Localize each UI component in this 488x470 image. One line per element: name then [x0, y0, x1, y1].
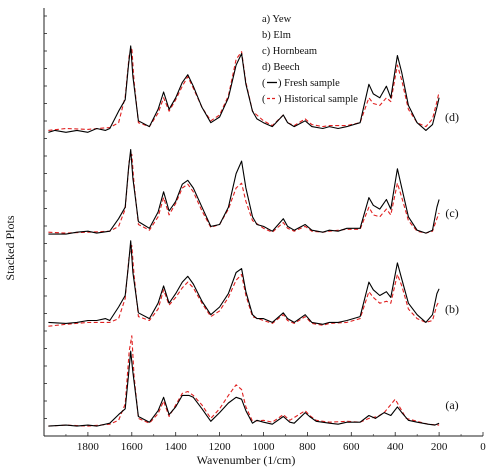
historical-line-elm — [48, 245, 440, 327]
x-tick-label: 200 — [431, 441, 448, 453]
panel-label-yew: (a) — [445, 398, 458, 412]
x-tick-label: 1800 — [77, 441, 100, 453]
x-tick-label: 1400 — [165, 441, 188, 453]
x-tick-label: 1000 — [253, 441, 276, 453]
legend-fresh-label: ) Fresh sample — [278, 78, 340, 89]
y-axis-label: Stacked Plots — [3, 215, 17, 280]
legend-paren: ( — [262, 94, 266, 105]
legend-item: a) Yew — [262, 14, 292, 25]
x-tick-label: 1600 — [121, 441, 144, 453]
panel-label-hornbeam: (c) — [445, 206, 458, 220]
x-tick-label: 1200 — [209, 441, 232, 453]
legend-historical-label: ) Historical sample — [278, 94, 358, 105]
fresh-line-elm — [48, 240, 440, 325]
legend-item: b) Elm — [262, 30, 291, 41]
x-tick-label: 600 — [343, 441, 360, 453]
series-layer — [48, 45, 440, 427]
panel-labels: (a) (b) (c) (d) — [445, 110, 459, 412]
x-tick-label: 400 — [387, 441, 404, 453]
x-axis-label: Wavenumber (1/cm) — [197, 453, 296, 467]
historical-line-beech — [48, 47, 440, 131]
x-tick-label: 0 — [480, 441, 486, 453]
fresh-line-hornbeam — [48, 149, 440, 235]
panel-label-beech: (d) — [445, 110, 459, 124]
x-tick-label: 800 — [299, 441, 316, 453]
legend: a) Yew b) Elm c) Hornbeam d) Beech ( ) Fresh … — [262, 14, 358, 105]
legend-paren: ( — [262, 78, 266, 89]
fresh-line-beech — [48, 45, 440, 133]
historical-line-hornbeam — [48, 153, 440, 234]
axes-frame: 1800 1600 1400 1200 1000 800 600 400 200 0 — [43, 8, 486, 453]
legend-item: d) Beech — [262, 62, 300, 73]
legend-item: c) Hornbeam — [262, 46, 317, 57]
panel-label-elm: (b) — [445, 302, 459, 316]
historical-line-yew — [48, 335, 440, 427]
fresh-line-yew — [48, 350, 440, 427]
